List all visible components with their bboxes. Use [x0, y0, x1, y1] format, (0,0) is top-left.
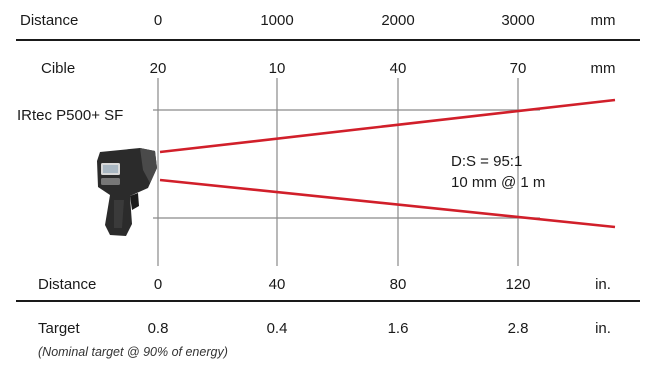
distance-mm-value: 0: [154, 12, 162, 29]
spec-ratio: D:S = 95:1: [451, 153, 522, 170]
row-label-target-mm: Cible: [41, 60, 75, 77]
target-mm-value: 10: [269, 60, 286, 77]
distance-mm-unit: mm: [591, 12, 616, 29]
target-mm-value: 20: [150, 60, 167, 77]
distance-mm-value: 3000: [501, 12, 534, 29]
row-label-distance-mm: Distance: [20, 12, 78, 29]
row-label-distance-in: Distance: [38, 276, 96, 293]
distance-in-value: 0: [154, 276, 162, 293]
target-mm-value: 40: [390, 60, 407, 77]
distance-in-value: 40: [269, 276, 286, 293]
row-label-target-in: Target: [38, 320, 81, 337]
device-label: IRtec P500+ SF: [17, 107, 123, 124]
target-in-value: 0.8: [148, 320, 169, 337]
distance-mm-value: 1000: [260, 12, 293, 29]
spec-spot-size: 10 mm @ 1 m: [451, 174, 545, 191]
target-in-value: 2.8: [508, 320, 529, 337]
distance-in-value: 80: [390, 276, 407, 293]
distance-in-unit: in.: [595, 276, 611, 293]
distance-in-value: 120: [505, 276, 530, 293]
footnote: (Nominal target @ 90% of energy): [38, 345, 228, 359]
beam-upper-line: [159, 98, 616, 154]
beam-lower-line: [159, 178, 616, 229]
target-in-value: 0.4: [267, 320, 288, 337]
target-in-value: 1.6: [388, 320, 409, 337]
target-mm-unit: mm: [591, 60, 616, 77]
distance-mm-value: 2000: [381, 12, 414, 29]
infrared-thermometer-gun-icon: [97, 148, 157, 236]
target-in-unit: in.: [595, 320, 611, 337]
target-mm-value: 70: [510, 60, 527, 77]
